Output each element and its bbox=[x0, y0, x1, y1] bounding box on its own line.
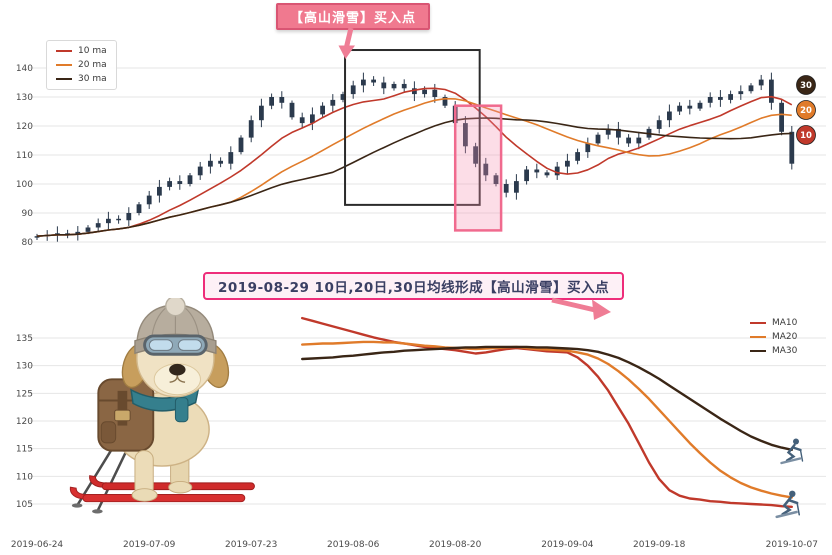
buy-point-callout: 【高山滑雪】买入点 bbox=[276, 3, 431, 30]
legend-item-ma30: MA30 bbox=[750, 346, 797, 356]
legend-line-swatch bbox=[56, 49, 72, 53]
pompom bbox=[165, 298, 186, 317]
signal-title: 2019-08-29 10日,20日,30日均线形成【高山滑雪】买入点 bbox=[203, 272, 625, 300]
ma10-line bbox=[301, 316, 793, 509]
y-tick-label: 140 bbox=[16, 64, 33, 74]
legend-item-ma10: MA10 bbox=[750, 318, 797, 328]
y-tick-label: 120 bbox=[16, 122, 33, 132]
y-tick-label: 110 bbox=[16, 151, 33, 161]
y-tick-label: 115 bbox=[16, 445, 33, 455]
highlight-box-pink bbox=[453, 104, 503, 232]
skier-icon bbox=[775, 490, 800, 519]
x-tick-label: 2019-09-18 bbox=[633, 540, 686, 550]
x-tick-label: 2019-08-06 bbox=[327, 540, 380, 550]
bottom-chart-legend: MA10 MA20 MA30 bbox=[750, 318, 797, 356]
callout-arrow-icon bbox=[338, 27, 355, 59]
svg-text:10: 10 bbox=[800, 131, 812, 141]
top-chart-legend: 10 ma 20 ma 30 ma bbox=[46, 40, 117, 90]
y-axis-ticks: 80 90 100 110 120 130 140 bbox=[16, 64, 33, 248]
legend-item-20-ma: 20 ma bbox=[56, 60, 107, 70]
legend-item-30-ma: 30 ma bbox=[56, 74, 107, 84]
backpack bbox=[97, 378, 155, 452]
y-tick-label: 110 bbox=[16, 472, 33, 482]
legend-line-swatch bbox=[56, 77, 72, 81]
svg-text:20: 20 bbox=[800, 106, 812, 116]
ma-badge-10: 10 bbox=[796, 125, 816, 145]
ski-dog-illustration bbox=[69, 298, 255, 514]
x-tick-label: 2019-10-07 bbox=[766, 540, 818, 550]
ma-badge-20: 20 bbox=[796, 100, 816, 120]
highlight-box-black bbox=[344, 49, 481, 206]
legend-item-ma20: MA20 bbox=[750, 332, 797, 342]
y-tick-label: 80 bbox=[22, 238, 34, 248]
ma20-line bbox=[301, 340, 793, 499]
legend-line-swatch bbox=[750, 335, 766, 339]
legend-label: 30 ma bbox=[78, 74, 107, 84]
x-axis-ticks: 2019-06-24 2019-07-09 2019-07-23 2019-08-06… bbox=[11, 540, 818, 550]
scarf bbox=[130, 386, 200, 423]
x-tick-label: 2019-09-04 bbox=[541, 540, 594, 550]
legend-line-swatch bbox=[750, 321, 766, 325]
x-tick-label: 2019-08-20 bbox=[429, 540, 482, 550]
legend-label: MA10 bbox=[772, 318, 798, 328]
y-tick-label: 130 bbox=[16, 93, 33, 103]
signal-arrow-icon bbox=[551, 297, 611, 320]
y-grid bbox=[28, 67, 826, 243]
y-axis-ticks: 105 110 115 120 125 130 135 bbox=[16, 334, 33, 510]
ma30-line bbox=[301, 345, 793, 452]
skier-icon bbox=[780, 438, 804, 465]
y-tick-label: 105 bbox=[16, 500, 33, 510]
y-tick-label: 120 bbox=[16, 417, 33, 427]
goggles-icon bbox=[143, 334, 208, 356]
legend-label: 10 ma bbox=[78, 46, 107, 56]
x-tick-label: 2019-07-23 bbox=[225, 540, 277, 550]
ma-badge-30: 30 bbox=[796, 75, 816, 95]
legend-item-10-ma: 10 ma bbox=[56, 46, 107, 56]
legend-line-swatch bbox=[750, 349, 766, 353]
x-tick-label: 2019-07-09 bbox=[123, 540, 176, 550]
y-tick-label: 135 bbox=[16, 334, 33, 344]
y-tick-label: 100 bbox=[16, 180, 33, 190]
y-tick-label: 90 bbox=[22, 209, 34, 219]
legend-label: MA30 bbox=[772, 346, 798, 356]
x-tick-label: 2019-06-24 bbox=[11, 540, 64, 550]
legend-label: 20 ma bbox=[78, 60, 107, 70]
ma20-line bbox=[36, 97, 792, 237]
ma30-line bbox=[36, 117, 792, 237]
y-tick-label: 125 bbox=[16, 389, 33, 399]
front-leg bbox=[131, 450, 158, 502]
svg-text:30: 30 bbox=[800, 81, 812, 91]
legend-label: MA20 bbox=[772, 332, 798, 342]
nose bbox=[169, 363, 186, 376]
y-tick-label: 130 bbox=[16, 362, 33, 372]
legend-line-swatch bbox=[56, 63, 72, 67]
candles-layer bbox=[34, 72, 795, 242]
candlestick-chart: 80 90 100 110 120 130 140 30 20 10 bbox=[16, 49, 826, 248]
front-ski-icon bbox=[69, 486, 246, 503]
